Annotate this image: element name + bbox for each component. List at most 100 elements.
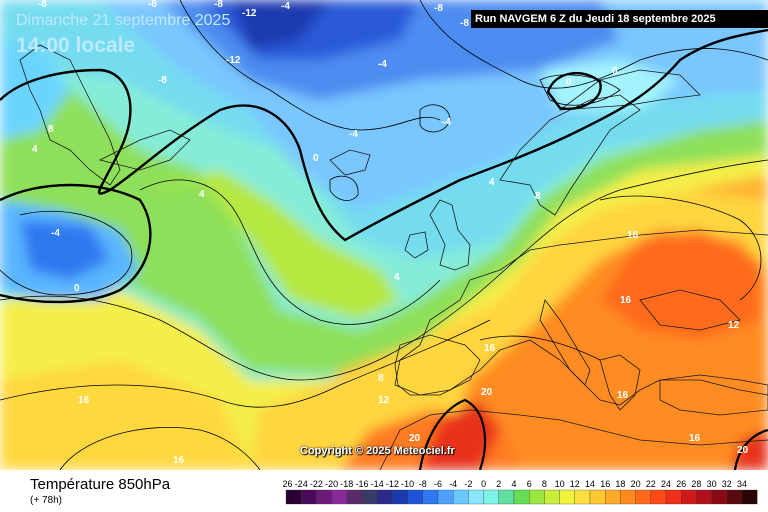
contour-label: 20 [481, 387, 493, 398]
contour-label: -8 [460, 18, 469, 29]
legend-value: 34 [737, 479, 747, 489]
legend-swatch [605, 489, 621, 505]
contour-label: 12 [728, 320, 740, 331]
contour-label: 8 [535, 191, 541, 202]
legend-swatch [559, 489, 575, 505]
legend-swatch [392, 489, 408, 505]
legend-value: 12 [570, 479, 580, 489]
legend-value: 28 [691, 479, 701, 489]
legend-swatch [361, 489, 378, 505]
contour-label: -8 [214, 0, 223, 10]
contour-label: 0 [74, 283, 80, 294]
legend-value: 2 [496, 479, 501, 489]
legend-value: 14 [585, 479, 595, 489]
contour-label: -8 [38, 0, 47, 10]
legend-value: 24 [661, 479, 671, 489]
legend-swatch [574, 489, 591, 505]
contour-label: 12 [378, 395, 390, 406]
legend-swatch [468, 489, 484, 505]
contour-label: 16 [173, 455, 185, 466]
contour-label: -4 [51, 228, 60, 239]
contour-label: 0 [612, 66, 618, 77]
legend-value: 10 [555, 479, 565, 489]
contour-label: 4 [394, 272, 400, 283]
color-scale-legend: -26-24-22-20-18-16-14-12-10-8-6-4-202468… [282, 479, 758, 505]
zero-isotherm [0, 28, 768, 304]
contour-label: -8 [148, 0, 157, 10]
legend-value: -26 [282, 479, 293, 489]
legend-value: 16 [600, 479, 610, 489]
contour-label: -12 [242, 8, 257, 19]
legend-value: -2 [464, 479, 472, 489]
legend-value: -18 [340, 479, 353, 489]
legend-swatch [285, 489, 302, 505]
contour-label: 16 [617, 390, 629, 401]
contour-label: -4 [442, 117, 451, 128]
legend-swatch [422, 489, 439, 505]
legend-swatch [301, 489, 317, 505]
legend-value: -4 [449, 479, 457, 489]
contour-label: 20 [409, 433, 421, 444]
contour-labels: -8 -8 -8 -12 -4 -8 -8 -12 -8 -4 0 0 8 4 … [32, 0, 749, 466]
legend-swatch [453, 489, 469, 505]
contour-label: 16 [620, 295, 632, 306]
contour-label: 0 [313, 153, 319, 164]
legend-value: -8 [419, 479, 427, 489]
contour-label: 8 [48, 124, 54, 135]
legend-value: 0 [481, 479, 486, 489]
legend-value: -20 [325, 479, 338, 489]
legend-value: -10 [401, 479, 414, 489]
contour-label: 16 [78, 395, 90, 406]
legend-swatch [498, 489, 515, 505]
legend-swatch [589, 489, 606, 505]
contour-label: -4 [349, 129, 358, 140]
contour-label: 16 [627, 230, 639, 241]
legend-value: -12 [386, 479, 399, 489]
legend-value: 18 [615, 479, 625, 489]
legend-value: 26 [676, 479, 686, 489]
contour-label: -12 [226, 55, 241, 66]
legend-swatch [726, 489, 743, 505]
contour-label: 4 [199, 189, 205, 200]
contour-label: 8 [378, 373, 384, 384]
legend-swatch [544, 489, 560, 505]
contour-label: 16 [484, 343, 496, 354]
legend-swatch [377, 489, 393, 505]
legend-value: -24 [295, 479, 308, 489]
contour-label: 4 [489, 177, 495, 188]
legend-swatch [681, 489, 697, 505]
legend-value: 32 [722, 479, 732, 489]
forecast-date: Dimanche 21 septembre 2025 [16, 12, 231, 29]
legend-value: 6 [527, 479, 532, 489]
legend-value: -22 [310, 479, 323, 489]
legend-swatch [316, 489, 332, 505]
legend-value: 8 [542, 479, 547, 489]
contour-label: 0 [566, 77, 572, 88]
legend-swatch [331, 489, 347, 505]
contour-label: -8 [158, 75, 167, 86]
contour-label: -4 [281, 1, 290, 12]
legend-swatch [620, 489, 636, 505]
run-info: Run NAVGEM 6 Z du Jeudi 18 septembre 202… [471, 10, 768, 28]
forecast-time: 14:00 locale [16, 34, 136, 57]
legend-value: 4 [511, 479, 516, 489]
legend-swatch [529, 489, 545, 505]
legend-swatch [650, 489, 667, 505]
lead-time: (+ 78h) [30, 495, 62, 506]
temperature-field [0, 0, 768, 470]
legend-swatch [483, 489, 499, 505]
legend-swatch [635, 489, 651, 505]
legend-value: 30 [707, 479, 717, 489]
legend-value: 22 [646, 479, 656, 489]
warm-contours [418, 398, 768, 470]
contour-label: 4 [32, 144, 38, 155]
contour-label: -8 [434, 3, 443, 14]
legend-swatch [513, 489, 530, 505]
legend-swatch [437, 489, 454, 505]
legend-swatch [741, 489, 758, 505]
legend-value: -16 [355, 479, 368, 489]
legend-swatch [665, 489, 682, 505]
legend-swatch [711, 489, 727, 505]
legend-value: 20 [631, 479, 641, 489]
contour-label: -4 [378, 59, 387, 70]
